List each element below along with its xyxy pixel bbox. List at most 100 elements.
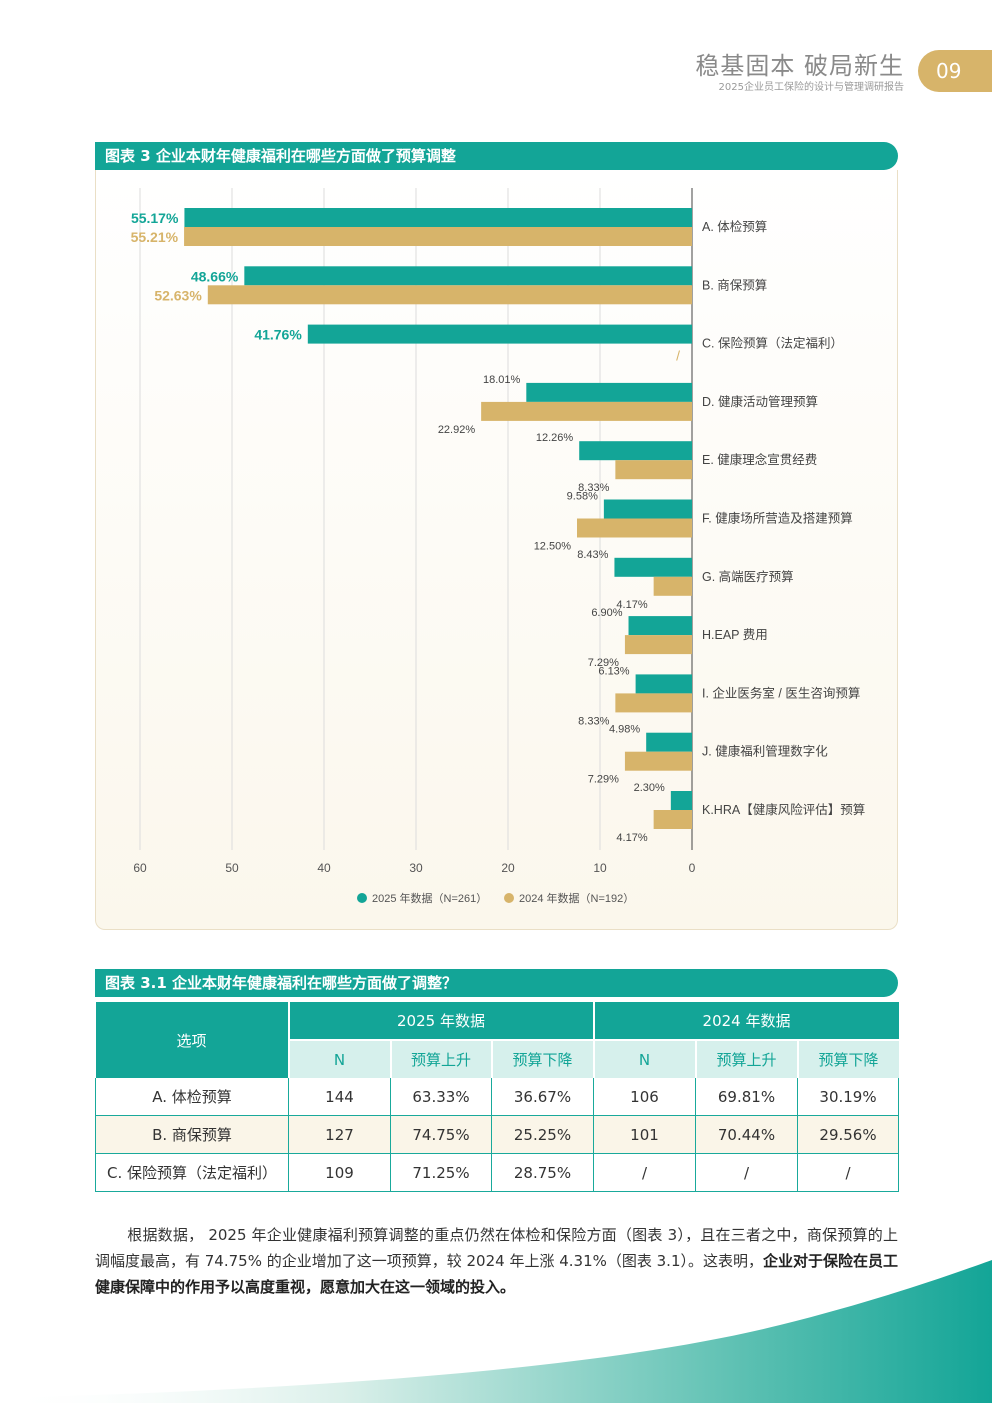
wave-shape (0, 1260, 992, 1403)
table-cell: / (695, 1153, 798, 1192)
bar-2024 (577, 518, 692, 538)
category-label: J. 健康福利管理数字化 (702, 744, 828, 759)
bar-2025 (628, 616, 692, 636)
table-cell: 36.67% (491, 1078, 594, 1116)
decorative-wave (0, 1260, 992, 1403)
data-label-2025: 18.01% (483, 374, 521, 386)
x-tick-label: 30 (409, 861, 423, 875)
figure31-table: 选项 2025 年数据 2024 年数据 N 预算上升 预算下降 N 预算上升 … (95, 1002, 900, 1192)
data-label-2024: 7.29% (588, 774, 619, 786)
page-number: 09 (936, 59, 962, 83)
category-label: K.HRA【健康风险评估】预算 (702, 802, 865, 817)
data-label-2024: 8.33% (578, 482, 609, 494)
data-label-2024: 4.17% (616, 599, 647, 611)
figure3-heading: 图表 3 企业本财年健康福利在哪些方面做了预算调整 (95, 142, 898, 170)
bar-2024 (624, 635, 692, 655)
data-label-2024: 52.63% (154, 287, 202, 303)
x-tick-label: 40 (317, 861, 331, 875)
table-cell: 69.81% (695, 1078, 798, 1116)
data-label-2025: 6.13% (598, 665, 629, 677)
body-paragraph: 根据数据， 2025 年企业健康福利预算调整的重点仍然在体检和保险方面（图表 3… (95, 1222, 898, 1300)
data-label-2025: 2.30% (634, 782, 665, 794)
row-option: A. 体检预算 (95, 1078, 289, 1116)
bar-2024 (653, 810, 692, 829)
x-tick-label: 60 (133, 861, 147, 875)
category-label: I. 企业医务室 / 医生咨询预算 (702, 685, 860, 700)
table-cell: 63.33% (390, 1078, 492, 1116)
bar-2024 (481, 401, 692, 421)
figure3-bar-chart: 60 50 40 30 20 10 0 55.17% 55.21% A. 体检预算 48.66% 52… (131, 188, 865, 905)
report-subtitle: 2025企业员工保险的设计与管理调研报告 (718, 82, 904, 93)
paragraph-text: 根据数据， 2025 年企业健康福利预算调整的重点仍然在体检和保险方面（图表 3… (95, 1226, 898, 1270)
figure31-heading: 图表 3.1 企业本财年健康福利在哪些方面做了调整？ (95, 969, 898, 997)
header-up-2025: 预算上升 (390, 1039, 493, 1078)
table-cell: 70.44% (695, 1115, 798, 1154)
data-label-2024: 55.21% (131, 229, 179, 245)
header-option: 选项 (95, 1002, 290, 1078)
table-cell: 106 (593, 1078, 696, 1116)
category-label: H.EAP 费用 (702, 628, 768, 642)
data-label-2024: 4.17% (616, 832, 647, 844)
table-row: A. 体检预算 144 63.33% 36.67% 106 69.81% 30.… (95, 1078, 900, 1116)
legend-swatch-2024 (504, 893, 514, 903)
table-cell: 109 (288, 1153, 391, 1192)
header-group-2025: 2025 年数据 (288, 1002, 595, 1040)
bar-2025 (603, 499, 692, 519)
table-cell: 28.75% (491, 1153, 594, 1192)
x-tick-label: 10 (593, 861, 607, 875)
row-option: B. 商保预算 (95, 1115, 289, 1154)
bar-2024 (624, 751, 692, 771)
header-group-2024: 2024 年数据 (593, 1002, 899, 1040)
report-title: 稳基固本 破局新生 (695, 52, 904, 80)
x-tick-label: 50 (225, 861, 239, 875)
data-label-2024: 8.33% (578, 715, 609, 727)
category-label: D. 健康活动管理预算 (702, 394, 818, 409)
bar-2024 (184, 227, 692, 246)
data-label-2025: 12.26% (536, 432, 574, 444)
bar-2024 (615, 693, 692, 713)
table-cell: 71.25% (390, 1153, 492, 1192)
category-label: B. 商保预算 (702, 277, 767, 292)
category-label: G. 高端医疗预算 (702, 569, 794, 584)
bar-2024 (207, 285, 692, 305)
bar-2025 (579, 441, 692, 461)
bar-2025 (184, 208, 692, 227)
table-row: B. 商保预算 127 74.75% 25.25% 101 70.44% 29.… (95, 1115, 900, 1154)
paragraph-emphasis: 企业对于保险在员工健康保障中的作用予以高度重视，愿意加大在这一领域的投入。 (95, 1252, 899, 1296)
table-cell: 74.75% (390, 1115, 492, 1154)
category-label: A. 体检预算 (702, 219, 767, 234)
data-label-2025: 6.90% (591, 607, 622, 619)
data-label-2025: 4.98% (609, 724, 640, 736)
table-cell: / (593, 1153, 696, 1192)
table-cell: 29.56% (796, 1115, 900, 1154)
bar-2025 (244, 266, 692, 286)
bar-2025 (670, 791, 692, 810)
category-label: F. 健康场所营造及搭建预算 (702, 511, 853, 526)
x-tick-label: 20 (501, 861, 515, 875)
data-label-2025: 41.76% (254, 327, 302, 343)
data-label-2025: 48.66% (191, 268, 239, 284)
data-label-2024: 12.50% (534, 541, 572, 553)
table-cell: 25.25% (491, 1115, 594, 1154)
header-n-2025: N (288, 1039, 392, 1078)
data-label-2024: 22.92% (438, 424, 476, 436)
header-down-2024: 预算下降 (797, 1039, 899, 1078)
row-option: C. 保险预算（法定福利） (95, 1153, 289, 1192)
bar-2025 (635, 674, 692, 694)
data-label-2025: 55.17% (131, 210, 179, 226)
data-label-2025: 8.43% (577, 549, 608, 561)
table-cell: 144 (288, 1078, 391, 1116)
header-up-2024: 预算上升 (695, 1039, 799, 1078)
category-label: E. 健康理念宣贯经费 (702, 452, 817, 467)
bar-2025 (614, 557, 692, 577)
table-cell: 30.19% (796, 1078, 900, 1116)
table-cell: 101 (593, 1115, 696, 1154)
legend-label-2024: 2024 年数据（N=192） (519, 891, 634, 905)
page-number-tab: 09 (918, 50, 992, 92)
data-label-2025: 9.58% (567, 491, 598, 503)
figure3-chart-panel: 60 50 40 30 20 10 0 55.17% 55.21% A. 体检预算 48.66% 52… (95, 170, 898, 930)
bar-2025 (307, 324, 692, 344)
bar-2025 (646, 732, 692, 752)
category-label: C. 保险预算（法定福利） (702, 336, 843, 351)
legend-label-2025: 2025 年数据（N=261） (372, 891, 487, 905)
